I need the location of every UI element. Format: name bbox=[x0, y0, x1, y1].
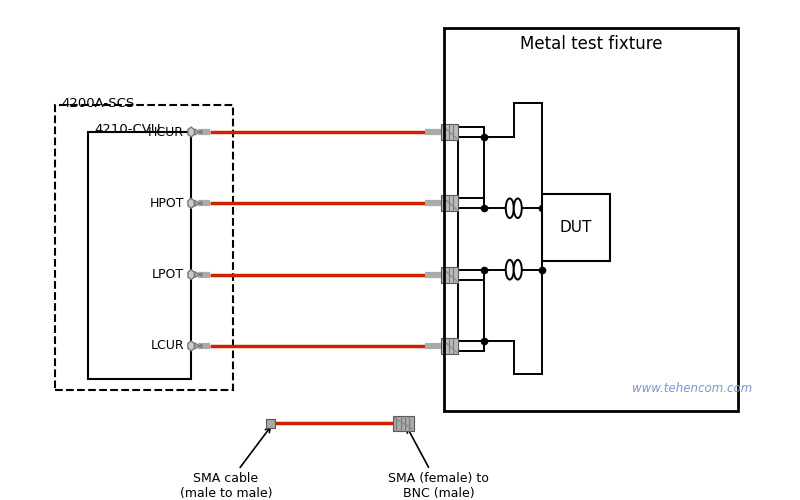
Text: DUT: DUT bbox=[560, 220, 592, 236]
Polygon shape bbox=[194, 272, 202, 278]
Text: www.tehencom.com: www.tehencom.com bbox=[632, 382, 752, 395]
Ellipse shape bbox=[514, 198, 522, 218]
FancyBboxPatch shape bbox=[441, 196, 458, 212]
Ellipse shape bbox=[506, 198, 514, 218]
Polygon shape bbox=[188, 127, 194, 137]
Text: HCUR: HCUR bbox=[148, 126, 184, 138]
FancyBboxPatch shape bbox=[266, 419, 275, 428]
Polygon shape bbox=[188, 198, 194, 208]
Text: SMA cable
(male to male): SMA cable (male to male) bbox=[180, 427, 272, 500]
Text: 4210-CVU: 4210-CVU bbox=[95, 124, 162, 136]
Polygon shape bbox=[194, 200, 202, 206]
FancyBboxPatch shape bbox=[88, 132, 191, 379]
FancyBboxPatch shape bbox=[441, 338, 458, 354]
FancyBboxPatch shape bbox=[441, 266, 458, 282]
FancyBboxPatch shape bbox=[54, 106, 233, 391]
Text: HPOT: HPOT bbox=[150, 197, 184, 210]
Text: SMA (female) to
BNC (male): SMA (female) to BNC (male) bbox=[389, 428, 490, 500]
Polygon shape bbox=[188, 270, 194, 280]
Polygon shape bbox=[188, 341, 194, 351]
Ellipse shape bbox=[506, 260, 514, 280]
Text: LCUR: LCUR bbox=[150, 340, 184, 352]
Polygon shape bbox=[194, 343, 202, 349]
FancyBboxPatch shape bbox=[441, 124, 458, 140]
FancyBboxPatch shape bbox=[542, 194, 610, 262]
Text: LPOT: LPOT bbox=[152, 268, 184, 281]
FancyBboxPatch shape bbox=[393, 416, 414, 430]
Text: Metal test fixture: Metal test fixture bbox=[520, 35, 662, 53]
Text: 4200A-SCS: 4200A-SCS bbox=[62, 96, 135, 110]
Ellipse shape bbox=[514, 260, 522, 280]
Polygon shape bbox=[194, 129, 202, 135]
